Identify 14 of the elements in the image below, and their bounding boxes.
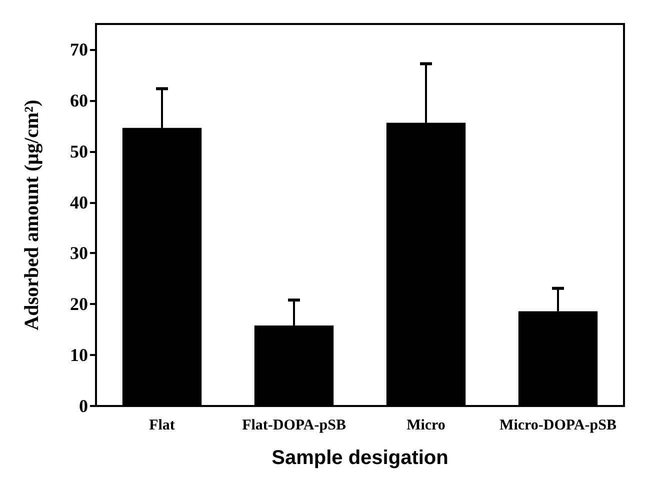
y-tick-label: 30 bbox=[70, 243, 88, 264]
y-tick-label: 20 bbox=[70, 294, 88, 314]
y-tick-label: 60 bbox=[70, 90, 88, 110]
y-axis-title: Adsorbed amount (μg/cm²) bbox=[21, 100, 43, 330]
x-tick-label: Flat bbox=[149, 418, 175, 434]
x-axis-title: Sample desigation bbox=[272, 447, 448, 469]
y-tick-label: 40 bbox=[70, 192, 88, 212]
x-tick-label: Micro-DOPA-pSB bbox=[500, 418, 616, 434]
x-tick-label: Micro bbox=[406, 418, 446, 434]
x-tick-label: Flat-DOPA-pSB bbox=[242, 418, 346, 434]
y-tick-label: 50 bbox=[70, 141, 88, 162]
y-tick-label: 70 bbox=[70, 39, 88, 60]
y-tick-label: 0 bbox=[79, 396, 88, 416]
y-tick-label: 10 bbox=[70, 345, 88, 366]
